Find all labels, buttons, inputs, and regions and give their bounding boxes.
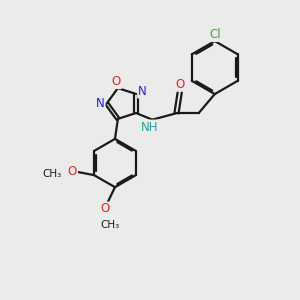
Text: CH₃: CH₃ <box>100 220 120 230</box>
Text: O: O <box>100 202 110 215</box>
Text: N: N <box>138 85 147 98</box>
Text: N: N <box>96 97 105 110</box>
Text: O: O <box>67 165 76 178</box>
Text: O: O <box>112 75 121 88</box>
Text: O: O <box>176 78 185 91</box>
Text: NH: NH <box>141 121 159 134</box>
Text: Cl: Cl <box>210 28 221 41</box>
Text: CH₃: CH₃ <box>42 169 62 178</box>
